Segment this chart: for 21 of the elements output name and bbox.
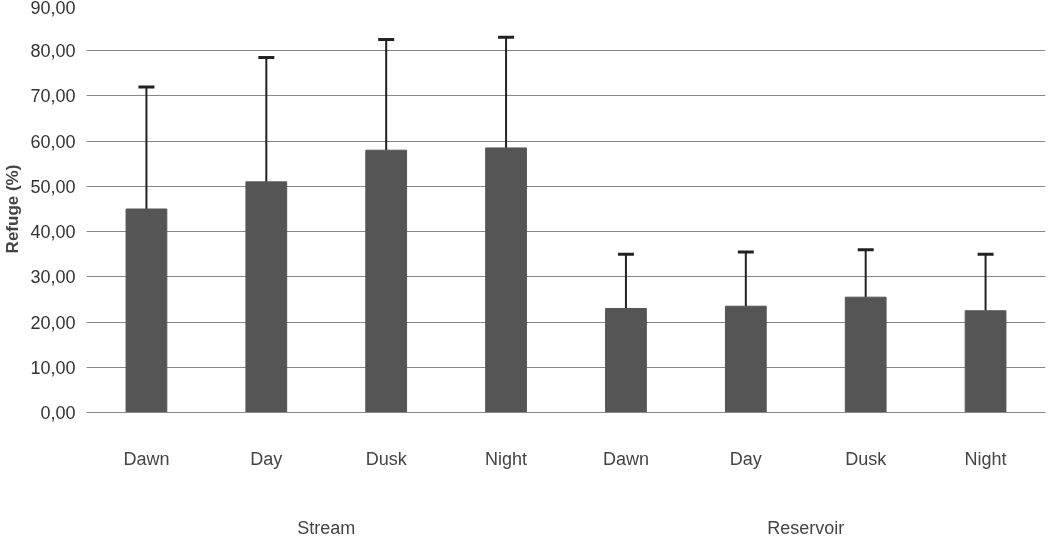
y-tick-label: 70,00 [30, 86, 76, 107]
y-tick-label: 40,00 [30, 222, 76, 243]
y-tick-label: 0,00 [40, 403, 76, 423]
y-tick-label: 20,00 [30, 312, 76, 333]
y-tick-label: 10,00 [30, 357, 76, 378]
y-tick-label: 30,00 [30, 267, 76, 288]
x-tick-label: Dawn [602, 448, 649, 469]
x-tick-label: Night [964, 448, 1007, 469]
x-tick-label: Dawn [123, 448, 170, 469]
y-tick-label: 90,00 [30, 0, 76, 18]
y-axis-title: Refuge (%) [3, 164, 23, 254]
x-tick-label: Day [729, 448, 762, 469]
x-tick-label: Night [485, 448, 528, 469]
x-tick-label: Day [250, 448, 283, 469]
text: Reservoir [767, 517, 845, 538]
text: Stream [297, 517, 356, 538]
y-tick-label: 80,00 [30, 41, 76, 62]
y-tick-label: 60,00 [30, 131, 76, 152]
x-tick-label: Dusk [845, 448, 888, 469]
y-tick-label: 50,00 [30, 176, 76, 197]
x-tick-label: Dusk [365, 448, 408, 469]
